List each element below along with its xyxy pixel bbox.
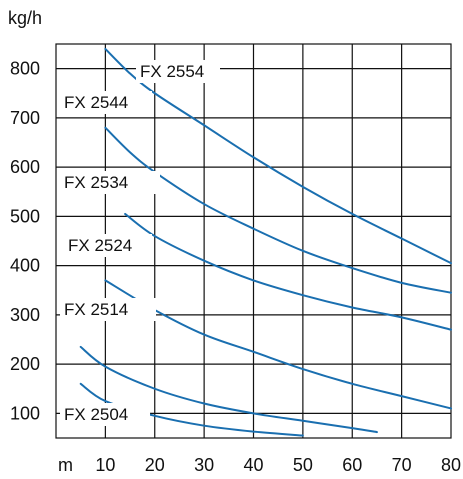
y-tick-label: 100	[10, 403, 40, 423]
y-tick-label: 200	[10, 354, 40, 374]
series-label: FX 2554	[140, 62, 204, 81]
x-tick-label: 50	[293, 455, 313, 475]
x-tick-label: 40	[243, 455, 263, 475]
x-tick-label: 80	[441, 455, 461, 475]
series-line	[104, 126, 452, 294]
x-tick-label: 60	[342, 455, 362, 475]
series-label: FX 2544	[64, 93, 128, 112]
series-label: FX 2534	[64, 173, 128, 192]
x-tick-label: 70	[392, 455, 412, 475]
series-label: FX 2514	[64, 300, 128, 319]
x-tick-label: 10	[95, 455, 115, 475]
x-axis-unit-label: m	[58, 455, 73, 475]
series-line	[79, 345, 378, 434]
series-label-background	[60, 298, 156, 321]
series-line	[104, 279, 452, 410]
series-label-background	[136, 60, 220, 83]
series-line	[79, 382, 304, 437]
series-line	[124, 212, 452, 331]
y-tick-label: 300	[10, 305, 40, 325]
y-tick-label: 700	[10, 108, 40, 128]
axis-tick-labels: 10 20 30 40 50 60 70 80 100 200 300 400 500 600 700 800	[10, 59, 461, 475]
y-tick-label: 500	[10, 206, 40, 226]
series-label-background	[64, 234, 152, 257]
x-tick-label: 30	[194, 455, 214, 475]
y-tick-label: 800	[10, 59, 40, 79]
y-tick-label: 600	[10, 157, 40, 177]
y-tick-label: 400	[10, 256, 40, 276]
series-label: FX 2524	[68, 236, 132, 255]
x-tick-label: 20	[145, 455, 165, 475]
series-label: FX 2504	[64, 405, 128, 424]
y-axis-unit-label: kg/h	[8, 8, 42, 28]
series-label-background	[60, 403, 150, 426]
series-label-background	[60, 171, 160, 194]
series-label-background	[60, 91, 152, 114]
series-labels: FX 2554 FX 2544 FX 2534 FX 2524 FX 2514 FX 25…	[60, 60, 220, 426]
